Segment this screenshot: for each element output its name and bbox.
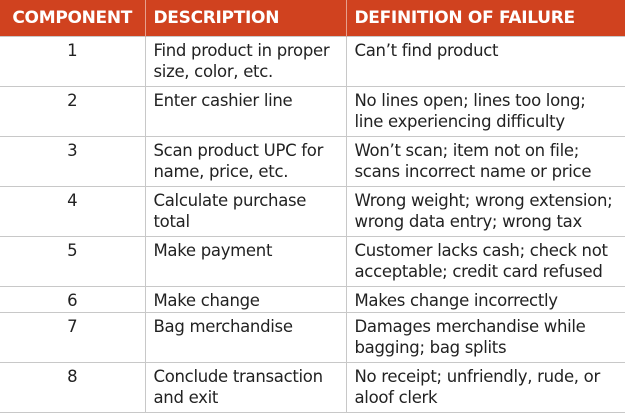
table-row: 3 Scan product UPC for name, price, etc. W… (0, 136, 625, 187)
header-component: COMPONENT (0, 0, 146, 37)
component-cell: 6 (0, 286, 146, 313)
component-cell: 8 (0, 362, 146, 413)
failure-cell: Customer lacks cash; check not acceptabl… (345, 236, 625, 287)
failure-cell: Makes change incorrectly (345, 286, 625, 313)
table-row: 8 Conclude transaction and exit No receipt… (0, 362, 625, 413)
failure-cell: Can’t find product (345, 36, 625, 87)
failure-cell: No lines open; lines too long; line expe… (345, 86, 625, 137)
header-description: DESCRIPTION (145, 0, 347, 37)
component-cell: 2 (0, 86, 146, 137)
failure-cell: Won’t scan; item not on file; scans inco… (345, 136, 625, 187)
description-cell: Make change (144, 286, 347, 313)
table-row: 2 Enter cashier line No lines open; lines … (0, 86, 625, 137)
description-cell: Conclude transaction and exit (144, 362, 347, 413)
table-row: 4 Calculate purchase total Wrong weight; w… (0, 186, 625, 237)
table-row: 7 Bag merchandise Damages merchandise whil… (0, 312, 625, 363)
component-cell: 1 (0, 36, 146, 87)
failure-cell: No receipt; unfriendly, rude, or aloof c… (345, 362, 625, 413)
description-cell: Scan product UPC for name, price, etc. (144, 136, 347, 187)
description-cell: Enter cashier line (144, 86, 347, 137)
failure-cell: Damages merchandise while bagging; bag s… (345, 312, 625, 363)
header-row: COMPONENT DESCRIPTION DEFINITION OF FAIL… (0, 0, 625, 37)
table-row: 1 Find product in proper size, color, etc… (0, 36, 625, 87)
table-row: 6 Make change Makes change incorrectly (0, 286, 625, 313)
description-cell: Find product in proper size, color, etc. (144, 36, 347, 87)
component-cell: 5 (0, 236, 146, 287)
table-row: 5 Make payment Customer lacks cash; check … (0, 236, 625, 287)
component-cell: 7 (0, 312, 146, 363)
header-failure: DEFINITION OF FAILURE (346, 0, 625, 37)
component-cell: 3 (0, 136, 146, 187)
failure-cell: Wrong weight; wrong extension; wrong dat… (345, 186, 625, 237)
description-cell: Bag merchandise (144, 312, 347, 363)
component-cell: 4 (0, 186, 146, 237)
description-cell: Make payment (144, 236, 347, 287)
description-cell: Calculate purchase total (144, 186, 347, 237)
